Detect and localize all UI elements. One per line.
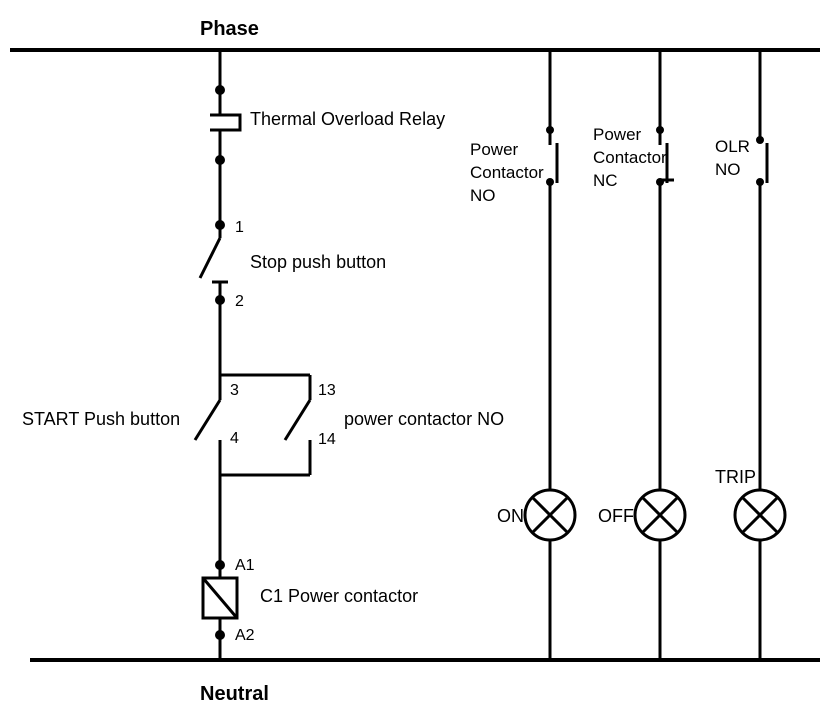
wiring-diagram: Phase Neutral Thermal Overload Relay 1 2… [0, 0, 830, 726]
terminal-a1: A1 [235, 557, 255, 574]
terminal-13: 13 [318, 382, 336, 399]
holding-contact-branch: 13 14 power contactor NO [285, 375, 504, 475]
olr-no-label2: NO [715, 160, 741, 179]
terminal-4: 4 [230, 430, 239, 447]
stop-label: Stop push button [250, 252, 386, 272]
trip-lamp-branch: OLR NO TRIP [715, 50, 785, 660]
trip-label: TRIP [715, 467, 756, 487]
start-label: START Push button [22, 409, 180, 429]
coil-label: C1 Power contactor [260, 586, 418, 606]
off-lamp-branch: Power Contactor NC OFF [593, 50, 685, 660]
phase-label: Phase [200, 18, 259, 40]
on-lamp-branch: Power Contactor NO ON [470, 50, 575, 660]
on-label: ON [497, 506, 524, 526]
terminal-3: 3 [230, 382, 239, 399]
olr-no-label: OLR [715, 137, 750, 156]
main-branch: Thermal Overload Relay 1 2 Stop push but… [22, 50, 445, 660]
pc-no-line1: Power [470, 140, 519, 159]
pc-no-line2: Contactor [470, 163, 544, 182]
pc-nc-line3: NC [593, 171, 618, 190]
terminal-a2: A2 [235, 627, 255, 644]
terminal-14: 14 [318, 431, 336, 448]
holding-no-label: power contactor NO [344, 409, 504, 429]
off-label: OFF [598, 506, 634, 526]
pc-no-line3: NO [470, 186, 496, 205]
pc-nc-line1: Power [593, 125, 642, 144]
olr-label: Thermal Overload Relay [250, 109, 445, 129]
pc-nc-line2: Contactor [593, 148, 667, 167]
neutral-label: Neutral [200, 683, 269, 705]
terminal-1: 1 [235, 219, 244, 236]
terminal-2: 2 [235, 293, 244, 310]
